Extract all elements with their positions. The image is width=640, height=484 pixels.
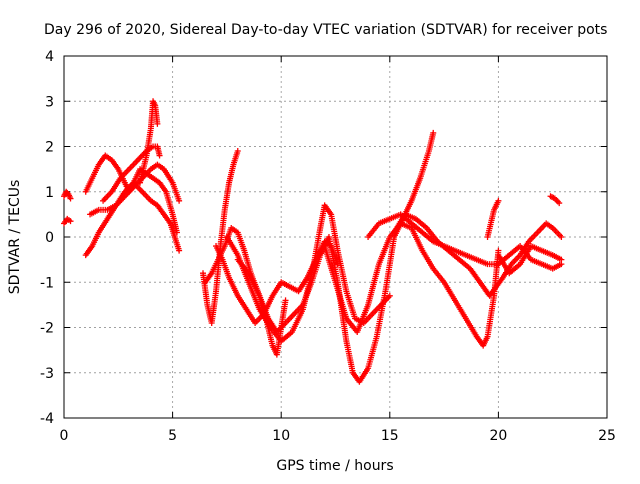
series-track-6 [100,143,163,204]
x-tick-label: 0 [60,428,69,444]
y-tick-label: 0 [45,230,54,246]
x-tick-label: 25 [598,428,616,444]
data-point [556,200,563,207]
data-point [430,129,437,136]
tick-layer: 0 5 10 15 20 25 -4 -3 -2 -1 0 1 2 3 4 [40,49,616,444]
series-track-15 [391,211,565,299]
x-tick-label: 20 [489,428,507,444]
x-tick-label: 5 [168,428,177,444]
y-axis-label: SDTVAR / TECUs [7,180,23,295]
x-axis-label: GPS time / hours [276,458,393,474]
data-point [67,218,74,225]
data-point [156,152,163,159]
data-point [67,195,74,202]
data-point [282,297,289,304]
y-tick-label: -4 [40,411,54,427]
data-point [176,247,183,254]
x-tick-label: 15 [381,428,399,444]
series-track-2 [61,215,74,227]
series-track-5 [87,161,183,218]
y-tick-label: -2 [40,321,54,337]
series-track-16 [484,197,502,240]
chart-title: Day 296 of 2020, Sidereal Day-to-day VTE… [44,22,607,38]
data-point [234,148,241,155]
series-track-8 [200,148,241,326]
y-tick-label: 1 [45,185,54,201]
series-track-17 [495,243,565,277]
series-track-13 [321,220,502,349]
data-point [154,120,161,127]
y-tick-label: 3 [45,94,54,110]
x-tick-label: 10 [272,428,290,444]
data-point [558,256,565,263]
data-point [176,197,183,204]
data-point [495,197,502,204]
data-point [386,292,393,299]
y-tick-label: -3 [40,366,54,382]
series-track-1 [61,188,74,202]
y-tick-label: 4 [45,49,54,65]
y-tick-label: -1 [40,275,54,291]
data-point [558,234,565,240]
series-track-7 [137,98,161,186]
y-tick-label: 2 [45,140,54,156]
data-layer [61,98,565,385]
series-track-18 [547,193,563,207]
